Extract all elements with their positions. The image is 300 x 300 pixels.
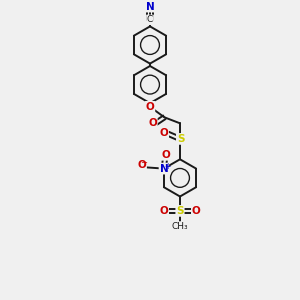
- Text: S: S: [177, 134, 184, 144]
- Text: O: O: [148, 118, 157, 128]
- Text: O: O: [146, 102, 154, 112]
- Text: O: O: [161, 150, 170, 160]
- Text: N: N: [160, 164, 168, 174]
- Text: N: N: [146, 2, 154, 12]
- Text: O: O: [137, 160, 146, 170]
- Text: O: O: [159, 128, 168, 138]
- Text: C: C: [147, 15, 153, 24]
- Text: S: S: [176, 206, 184, 216]
- Text: −: −: [141, 158, 148, 167]
- Text: O: O: [159, 206, 168, 216]
- Text: O: O: [192, 206, 201, 216]
- Text: +: +: [164, 162, 171, 171]
- Text: CH₃: CH₃: [172, 222, 188, 231]
